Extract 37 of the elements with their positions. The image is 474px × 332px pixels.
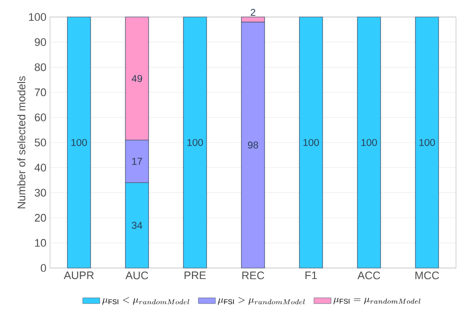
y-tick-label: 50 <box>34 138 46 146</box>
x-tick-label: MCC <box>415 272 440 280</box>
data-label: 100 <box>361 138 377 146</box>
data-label: 49 <box>132 74 142 82</box>
y-tick-label: 70 <box>34 88 46 96</box>
y-axis-title: Number of selected models <box>17 76 26 208</box>
x-tick-label: F1 <box>306 272 317 280</box>
x-tick-label: PRE <box>184 272 206 280</box>
bar <box>415 16 439 268</box>
legend-label: $\mu_{\mathrm{FSI}} < \mu_{randomModel}$ <box>102 297 190 305</box>
x-tick-label: AUPR <box>64 272 94 280</box>
bar <box>67 16 91 268</box>
data-label: 100 <box>71 138 87 146</box>
y-tick-label: 60 <box>34 114 46 122</box>
y-tick-label: 0 <box>40 264 46 272</box>
data-label: 2 <box>250 8 256 16</box>
data-label: 100 <box>187 138 203 146</box>
data-label: 100 <box>419 138 435 146</box>
bar <box>299 16 323 268</box>
y-tick-label: 10 <box>35 239 46 247</box>
x-tick-label: REC <box>242 272 264 280</box>
bar <box>183 16 207 268</box>
y-tick-label: 40 <box>34 164 46 172</box>
y-tick-label: 90 <box>34 38 46 46</box>
legend-label: $\mu_{\mathrm{FSI}} = \mu_{randomModel}$ <box>333 298 420 304</box>
y-tick-label: 20 <box>34 214 46 222</box>
data-label: 17 <box>132 158 142 165</box>
y-tick-label: 100 <box>29 13 46 21</box>
data-label: 98 <box>248 141 258 149</box>
x-tick-label: ACC <box>357 272 380 280</box>
data-label: 100 <box>303 138 319 146</box>
bar <box>357 16 381 268</box>
data-label: 34 <box>132 222 142 229</box>
y-tick-label: 80 <box>34 63 46 72</box>
y-tick-label: 30 <box>34 188 46 197</box>
x-tick-label: AUC <box>125 272 148 280</box>
legend-label: $\mu_{\mathrm{FSI}} > \mu_{randomModel}$ <box>218 297 305 305</box>
